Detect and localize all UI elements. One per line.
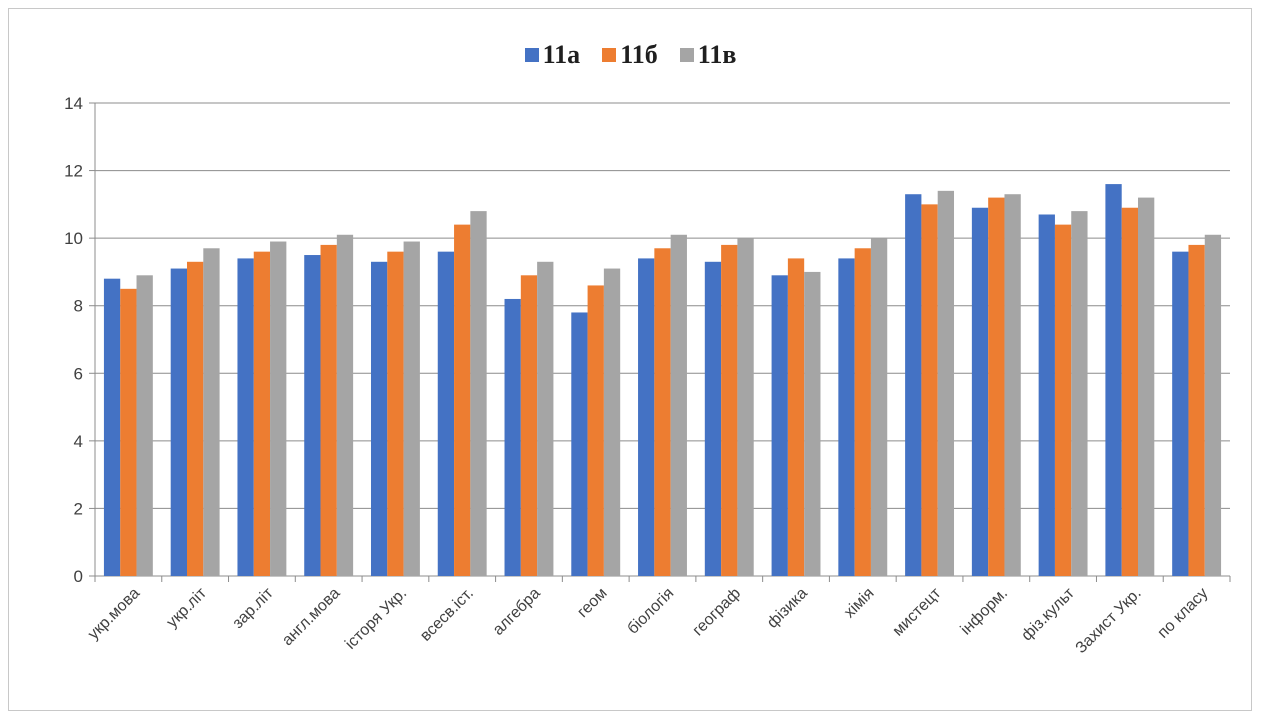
- y-tick-label: 6: [74, 364, 83, 383]
- bar-11в-укр.літ: [203, 248, 220, 576]
- bar-11в-всесв.іст.: [470, 211, 487, 576]
- bar-11а-біологія: [638, 258, 655, 576]
- legend-swatch-11a: [524, 48, 539, 62]
- x-category-label: історя Укр.: [342, 585, 410, 653]
- x-category-label: по класу: [1155, 585, 1212, 642]
- y-tick-label: 8: [74, 297, 83, 316]
- x-category-label: фізика: [764, 585, 811, 632]
- bar-11а-зар.літ: [237, 258, 254, 576]
- bar-11в-геом: [603, 268, 621, 576]
- bar-11а-фізика: [771, 275, 788, 576]
- bar-11а-укр.літ: [170, 268, 187, 576]
- legend-label-11b: 11б: [620, 40, 658, 69]
- bar-11б-фіз.культ: [1054, 224, 1072, 576]
- bar-11а-історя Укр.: [370, 261, 388, 576]
- bar-11б-по класу: [1188, 244, 1205, 576]
- y-tick-label: 12: [64, 162, 83, 181]
- bar-11б-хімія: [854, 248, 871, 576]
- bar-11а-всесв.іст.: [437, 251, 455, 576]
- bar-11в-мистецт: [937, 190, 955, 577]
- bar-11в-англ.мова: [336, 234, 354, 576]
- legend-swatch-11v: [679, 48, 694, 62]
- bar-11б-алгебра: [520, 275, 538, 576]
- bar-11а-геом: [571, 312, 588, 576]
- x-category-label: всесв.іст.: [417, 585, 477, 645]
- x-category-label: хімія: [841, 585, 878, 622]
- y-tick-label: 10: [64, 229, 83, 248]
- bar-11а-Захист Укр.: [1105, 184, 1122, 577]
- bar-11б-укр.мова: [120, 288, 137, 576]
- bar-11б-історя Укр.: [387, 251, 404, 576]
- bar-11а-укр.мова: [103, 278, 121, 576]
- x-category-label: укр.літ: [164, 584, 211, 631]
- bar-11а-фіз.культ: [1038, 214, 1055, 576]
- bar-11в-укр.мова: [136, 275, 153, 576]
- bar-11в-інформ.: [1004, 194, 1021, 576]
- x-category-label: мистецт: [890, 584, 945, 639]
- x-category-label: зар.літ: [230, 584, 278, 632]
- bar-11а-мистецт: [905, 194, 922, 576]
- bar-11а-хімія: [838, 258, 855, 576]
- y-tick-label: 4: [74, 432, 83, 451]
- y-tick-label: 14: [64, 94, 83, 113]
- x-category-label: алгебра: [490, 585, 544, 639]
- x-category-label: фіз.культ: [1018, 584, 1078, 644]
- bar-11б-англ.мова: [320, 244, 337, 576]
- y-tick-label: 2: [74, 499, 83, 518]
- bar-11а-по класу: [1172, 251, 1189, 576]
- bar-11в-Захист Укр.: [1138, 197, 1155, 576]
- x-category-label: географ: [690, 585, 745, 640]
- bar-11б-зар.літ: [253, 251, 271, 576]
- bar-11в-біологія: [670, 234, 687, 576]
- x-category-label: інформ.: [958, 585, 1012, 639]
- chart-legend: 11а 11б 11в: [0, 40, 1261, 70]
- bar-11а-географ: [704, 261, 722, 576]
- bar-11а-англ.мова: [304, 255, 321, 577]
- bar-11в-зар.літ: [270, 241, 287, 576]
- x-category-label: укр.мова: [85, 585, 143, 643]
- bar-11в-фізика: [804, 271, 821, 576]
- bar-11б-Захист Укр.: [1121, 207, 1139, 576]
- x-category-label: Захист Укр.: [1073, 585, 1145, 657]
- bar-11в-фіз.культ: [1071, 211, 1088, 576]
- bar-11б-інформ.: [988, 197, 1005, 576]
- y-tick-label: 0: [74, 567, 83, 586]
- bar-11в-історя Укр.: [403, 241, 420, 576]
- bar-11в-хімія: [870, 238, 888, 576]
- bar-11б-мистецт: [921, 204, 938, 576]
- bar-11б-географ: [721, 244, 738, 576]
- legend-item-11a: 11а: [524, 40, 581, 70]
- bar-11а-інформ.: [971, 207, 989, 576]
- legend-item-11v: 11в: [679, 40, 737, 70]
- bar-11в-по класу: [1204, 234, 1222, 576]
- legend-item-11b: 11б: [602, 40, 658, 70]
- bar-11в-алгебра: [537, 261, 554, 576]
- legend-label-11a: 11а: [542, 40, 581, 69]
- bar-11б-укр.літ: [186, 261, 204, 576]
- legend-label-11v: 11в: [697, 40, 737, 69]
- bar-11б-біологія: [654, 248, 671, 576]
- bar-11б-фізика: [787, 258, 805, 576]
- x-category-label: англ.мова: [279, 585, 344, 650]
- x-category-label: біологія: [624, 585, 677, 638]
- bar-11б-геом: [587, 285, 604, 576]
- bar-11в-географ: [737, 238, 754, 576]
- bar-11а-алгебра: [504, 298, 521, 576]
- legend-swatch-11b: [602, 48, 617, 62]
- x-category-label: геом: [574, 585, 610, 621]
- bar-11б-всесв.іст.: [454, 224, 471, 576]
